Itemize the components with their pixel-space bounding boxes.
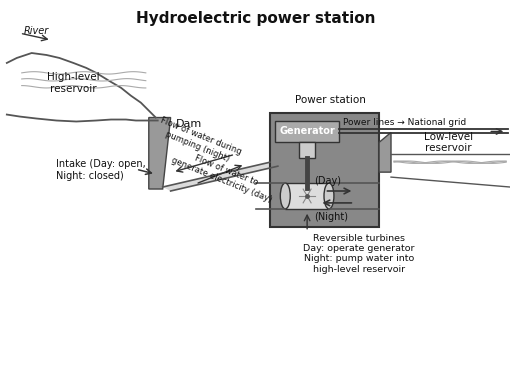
Ellipse shape (324, 183, 334, 209)
Text: Hydroelectric power station: Hydroelectric power station (136, 11, 376, 26)
FancyBboxPatch shape (299, 142, 315, 158)
Text: (Night): (Night) (314, 212, 349, 222)
Text: Dam: Dam (176, 120, 202, 129)
Text: (Day): (Day) (314, 176, 342, 186)
Text: Intake (Day: open,
Night: closed): Intake (Day: open, Night: closed) (56, 159, 146, 181)
FancyBboxPatch shape (275, 120, 339, 142)
FancyBboxPatch shape (285, 183, 329, 209)
Polygon shape (149, 118, 170, 189)
FancyBboxPatch shape (270, 113, 379, 227)
Text: Flow of water during
pumping (night): Flow of water during pumping (night) (155, 116, 243, 167)
Text: River: River (24, 26, 49, 36)
Text: Generator: Generator (279, 126, 335, 136)
Ellipse shape (281, 183, 290, 209)
Text: Reversible turbines
Day: operate generator
Night: pump water into
high-level res: Reversible turbines Day: operate generat… (304, 234, 415, 274)
Text: Power station: Power station (295, 95, 366, 105)
Text: Low-level
reservoir: Low-level reservoir (424, 131, 473, 153)
Text: High-level
reservoir: High-level reservoir (47, 72, 100, 94)
Text: Flow of water to
generate electricity (day): Flow of water to generate electricity (d… (170, 146, 278, 204)
Polygon shape (379, 133, 391, 172)
Polygon shape (163, 162, 278, 191)
Text: Power lines → National grid: Power lines → National grid (344, 118, 466, 128)
